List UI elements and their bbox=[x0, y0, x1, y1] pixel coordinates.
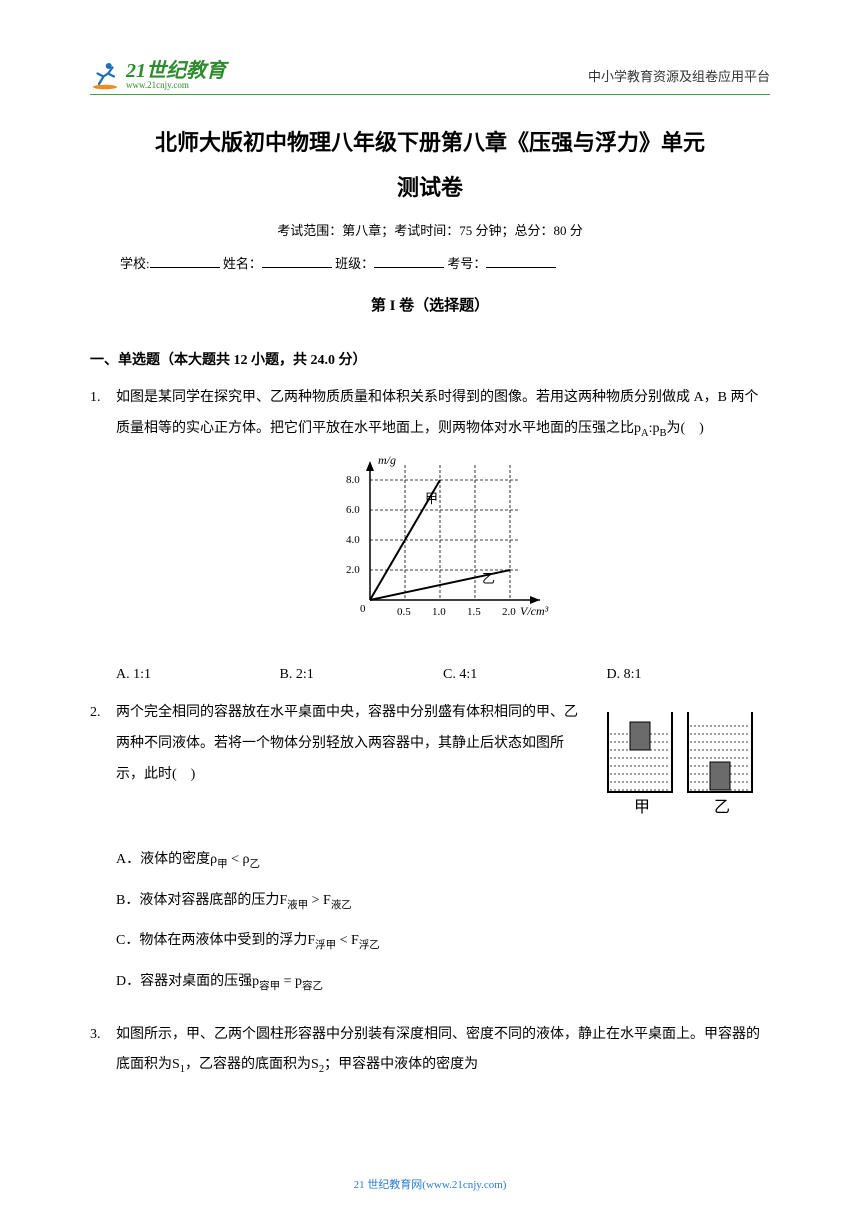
form-class-label: 班级： bbox=[335, 256, 374, 271]
name-blank bbox=[262, 254, 332, 268]
q2-option-c: C．物体在两液体中受到的浮力F浮甲 < F浮乙 bbox=[116, 930, 770, 955]
question-3: 3. 如图所示，甲、乙两个圆柱形容器中分别装有深度相同、密度不同的液体，静止在水… bbox=[90, 1020, 770, 1082]
svg-text:8.0: 8.0 bbox=[346, 474, 360, 486]
q1-option-b: B. 2:1 bbox=[280, 660, 444, 691]
q2-option-a: A．液体的密度ρ甲 < ρ乙 bbox=[116, 849, 770, 874]
svg-text:甲: 甲 bbox=[634, 799, 650, 816]
logo-main-text: 21世纪教育 bbox=[126, 61, 226, 81]
form-number-label: 考号： bbox=[447, 256, 486, 271]
runner-logo-icon bbox=[90, 60, 120, 90]
q2-diagram: 甲 bbox=[600, 698, 770, 835]
class-blank bbox=[374, 254, 444, 268]
svg-text:4.0: 4.0 bbox=[346, 534, 360, 546]
q1-chart: m/g V/cm³ 甲 乙 8.0 6.0 4.0 2.0 0 0.5 1.0 … bbox=[116, 455, 770, 646]
svg-text:乙: 乙 bbox=[714, 799, 730, 816]
svg-text:0: 0 bbox=[360, 603, 366, 615]
q2-text: 两个完全相同的容器放在水平桌面中央，容器中分别盛有体积相同的甲、乙两种不同液体。… bbox=[116, 698, 582, 835]
page-header: 21世纪教育 www.21cnjy.com 中小学教育资源及组卷应用平台 bbox=[90, 60, 770, 95]
logo-text: 21世纪教育 www.21cnjy.com bbox=[126, 61, 226, 90]
q1-number: 1. bbox=[90, 383, 116, 690]
svg-text:1.0: 1.0 bbox=[432, 606, 446, 618]
svg-text:甲: 甲 bbox=[425, 491, 438, 506]
q2-option-b: B．液体对容器底部的压力F液甲 > F液乙 bbox=[116, 890, 770, 915]
q2-option-d: D．容器对桌面的压强p容甲 = p容乙 bbox=[116, 971, 770, 996]
svg-text:1.5: 1.5 bbox=[467, 606, 481, 618]
svg-text:乙: 乙 bbox=[482, 571, 495, 586]
svg-text:6.0: 6.0 bbox=[346, 504, 360, 516]
logo-block: 21世纪教育 www.21cnjy.com bbox=[90, 60, 226, 90]
question-1: 1. 如图是某同学在探究甲、乙两种物质质量和体积关系时得到的图像。若用这两种物质… bbox=[90, 383, 770, 690]
q2-options: A．液体的密度ρ甲 < ρ乙 B．液体对容器底部的压力F液甲 > F液乙 C．物… bbox=[116, 849, 770, 995]
q2-diagram-svg: 甲 bbox=[600, 702, 760, 822]
q1-chart-svg: m/g V/cm³ 甲 乙 8.0 6.0 4.0 2.0 0 0.5 1.0 … bbox=[328, 455, 558, 633]
q2-number: 2. bbox=[90, 698, 116, 1011]
q1-option-d: D. 8:1 bbox=[607, 660, 771, 691]
school-blank bbox=[150, 254, 220, 268]
doc-title-line2: 测试卷 bbox=[90, 170, 770, 202]
svg-text:2.0: 2.0 bbox=[346, 564, 360, 576]
svg-text:0.5: 0.5 bbox=[397, 606, 411, 618]
page-footer: 21 世纪教育网(www.21cnjy.com) bbox=[0, 1176, 860, 1192]
logo-url-text: www.21cnjy.com bbox=[126, 81, 226, 90]
q3-number: 3. bbox=[90, 1020, 116, 1082]
form-name-label: 姓名： bbox=[223, 256, 262, 271]
section-header: 第 I 卷（选择题） bbox=[90, 294, 770, 315]
header-right-text: 中小学教育资源及组卷应用平台 bbox=[588, 66, 770, 85]
part-heading: 一、单选题（本大题共 12 小题，共 24.0 分） bbox=[90, 349, 770, 369]
svg-text:2.0: 2.0 bbox=[502, 606, 516, 618]
form-school-label: 学校: bbox=[120, 256, 150, 271]
q1-options: A. 1:1 B. 2:1 C. 4:1 D. 8:1 bbox=[116, 660, 770, 691]
svg-text:V/cm³: V/cm³ bbox=[520, 604, 549, 618]
svg-text:m/g: m/g bbox=[378, 455, 396, 467]
exam-info: 考试范围：第八章；考试时间：75 分钟；总分：80 分 bbox=[90, 220, 770, 239]
number-blank bbox=[486, 254, 556, 268]
student-form-line: 学校: 姓名： 班级： 考号： bbox=[90, 253, 770, 272]
question-2: 2. 两个完全相同的容器放在水平桌面中央，容器中分别盛有体积相同的甲、乙两种不同… bbox=[90, 698, 770, 1011]
doc-title-line1: 北师大版初中物理八年级下册第八章《压强与浮力》单元 bbox=[90, 125, 770, 160]
q1-option-a: A. 1:1 bbox=[116, 660, 280, 691]
q1-option-c: C. 4:1 bbox=[443, 660, 607, 691]
q1-text: 如图是某同学在探究甲、乙两种物质质量和体积关系时得到的图像。若用这两种物质分别做… bbox=[116, 383, 770, 445]
q3-text: 如图所示，甲、乙两个圆柱形容器中分别装有深度相同、密度不同的液体，静止在水平桌面… bbox=[116, 1020, 770, 1082]
